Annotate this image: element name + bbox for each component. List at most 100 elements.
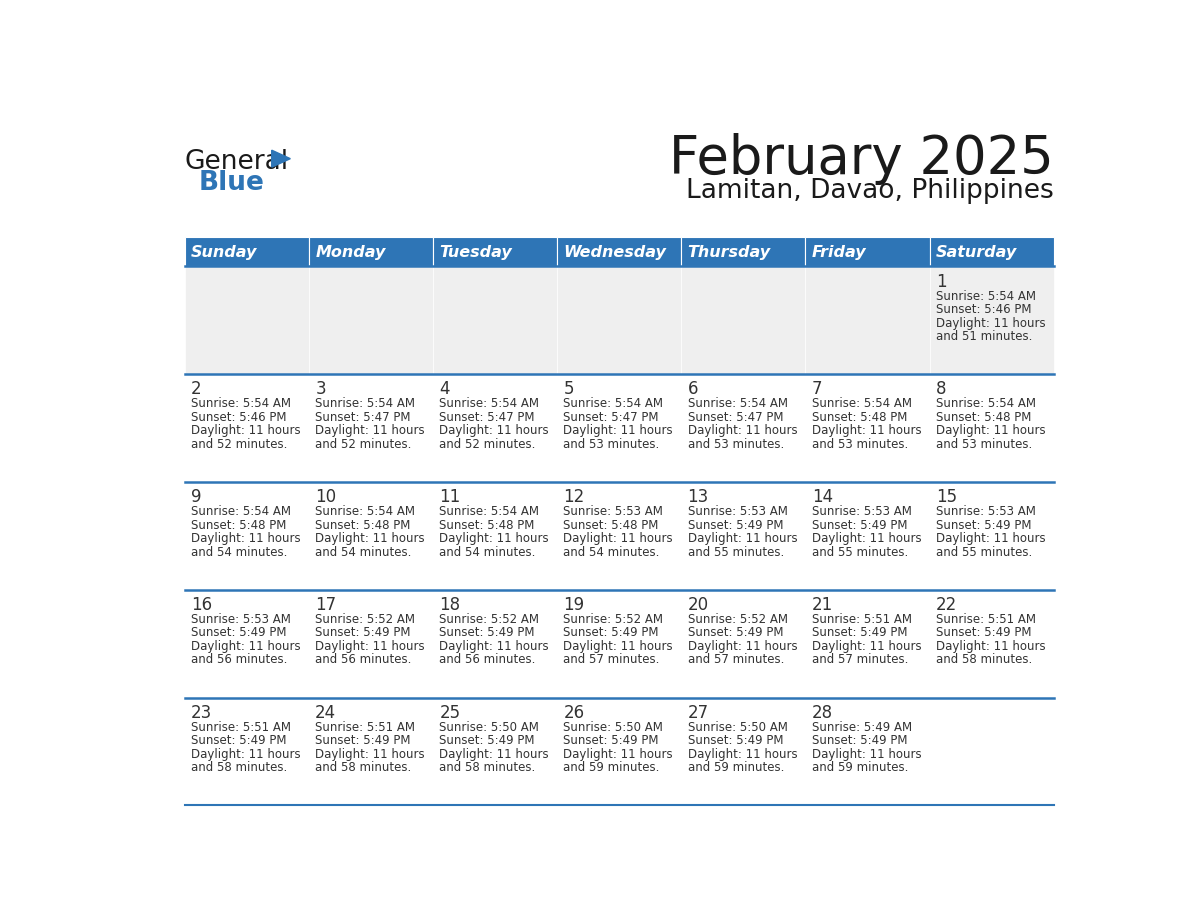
Text: Sunset: 5:49 PM: Sunset: 5:49 PM: [315, 626, 411, 640]
Bar: [682, 266, 805, 375]
Text: and 54 minutes.: and 54 minutes.: [440, 545, 536, 558]
Text: Sunrise: 5:50 AM: Sunrise: 5:50 AM: [563, 721, 663, 733]
Text: Sunset: 5:46 PM: Sunset: 5:46 PM: [191, 411, 286, 424]
Text: and 57 minutes.: and 57 minutes.: [688, 654, 784, 666]
Text: Daylight: 11 hours: Daylight: 11 hours: [936, 640, 1045, 653]
Bar: [929, 266, 1054, 375]
Bar: [434, 482, 557, 590]
Text: 24: 24: [315, 704, 336, 722]
Text: Sunrise: 5:54 AM: Sunrise: 5:54 AM: [440, 505, 539, 518]
Bar: [805, 375, 929, 482]
Text: Sunset: 5:49 PM: Sunset: 5:49 PM: [315, 734, 411, 747]
Text: and 53 minutes.: and 53 minutes.: [936, 438, 1032, 451]
Text: Thursday: Thursday: [688, 245, 771, 260]
Text: Daylight: 11 hours: Daylight: 11 hours: [440, 424, 549, 437]
Text: Daylight: 11 hours: Daylight: 11 hours: [315, 640, 425, 653]
Text: Sunrise: 5:50 AM: Sunrise: 5:50 AM: [440, 721, 539, 733]
Bar: [805, 266, 929, 375]
Bar: [434, 266, 557, 375]
Text: Daylight: 11 hours: Daylight: 11 hours: [315, 424, 425, 437]
Text: 15: 15: [936, 488, 956, 506]
Bar: [929, 698, 1054, 805]
Text: Daylight: 11 hours: Daylight: 11 hours: [440, 532, 549, 545]
Text: Sunset: 5:49 PM: Sunset: 5:49 PM: [563, 626, 659, 640]
Text: Sunset: 5:48 PM: Sunset: 5:48 PM: [563, 519, 659, 532]
Bar: [309, 237, 434, 266]
Bar: [434, 698, 557, 805]
Text: Daylight: 11 hours: Daylight: 11 hours: [315, 748, 425, 761]
Bar: [185, 375, 309, 482]
Bar: [557, 590, 682, 698]
Text: Daylight: 11 hours: Daylight: 11 hours: [688, 424, 797, 437]
Text: Sunset: 5:48 PM: Sunset: 5:48 PM: [440, 519, 535, 532]
Text: Daylight: 11 hours: Daylight: 11 hours: [191, 640, 301, 653]
Text: and 57 minutes.: and 57 minutes.: [811, 654, 908, 666]
Bar: [682, 237, 805, 266]
Text: and 58 minutes.: and 58 minutes.: [936, 654, 1032, 666]
Text: 17: 17: [315, 596, 336, 614]
Bar: [805, 237, 929, 266]
Text: 11: 11: [440, 488, 461, 506]
Text: and 58 minutes.: and 58 minutes.: [315, 761, 411, 774]
Text: Sunset: 5:49 PM: Sunset: 5:49 PM: [811, 626, 908, 640]
Text: Sunrise: 5:54 AM: Sunrise: 5:54 AM: [315, 505, 416, 518]
Text: Sunrise: 5:53 AM: Sunrise: 5:53 AM: [563, 505, 663, 518]
Bar: [309, 266, 434, 375]
Text: Sunset: 5:49 PM: Sunset: 5:49 PM: [688, 519, 783, 532]
Text: Sunset: 5:49 PM: Sunset: 5:49 PM: [936, 519, 1031, 532]
Bar: [557, 482, 682, 590]
Text: and 56 minutes.: and 56 minutes.: [191, 654, 287, 666]
Text: Daylight: 11 hours: Daylight: 11 hours: [440, 640, 549, 653]
Text: Daylight: 11 hours: Daylight: 11 hours: [936, 532, 1045, 545]
Text: Daylight: 11 hours: Daylight: 11 hours: [563, 532, 674, 545]
Bar: [805, 698, 929, 805]
Text: Sunset: 5:47 PM: Sunset: 5:47 PM: [440, 411, 535, 424]
Text: and 56 minutes.: and 56 minutes.: [315, 654, 411, 666]
Text: Sunset: 5:48 PM: Sunset: 5:48 PM: [811, 411, 908, 424]
Text: 8: 8: [936, 380, 947, 398]
Bar: [434, 590, 557, 698]
Text: Friday: Friday: [811, 245, 866, 260]
Text: 28: 28: [811, 704, 833, 722]
Bar: [185, 237, 309, 266]
Text: Sunrise: 5:53 AM: Sunrise: 5:53 AM: [191, 613, 291, 626]
Text: Sunrise: 5:54 AM: Sunrise: 5:54 AM: [688, 397, 788, 410]
Polygon shape: [272, 151, 290, 167]
Text: Sunset: 5:49 PM: Sunset: 5:49 PM: [440, 626, 535, 640]
Text: Sunday: Sunday: [191, 245, 258, 260]
Text: 23: 23: [191, 704, 213, 722]
Text: Sunrise: 5:54 AM: Sunrise: 5:54 AM: [191, 397, 291, 410]
Text: and 59 minutes.: and 59 minutes.: [688, 761, 784, 774]
Text: Daylight: 11 hours: Daylight: 11 hours: [688, 532, 797, 545]
Text: Sunset: 5:46 PM: Sunset: 5:46 PM: [936, 303, 1031, 316]
Text: Sunset: 5:49 PM: Sunset: 5:49 PM: [440, 734, 535, 747]
Text: 1: 1: [936, 273, 947, 291]
Text: and 56 minutes.: and 56 minutes.: [440, 654, 536, 666]
Bar: [805, 590, 929, 698]
Text: 13: 13: [688, 488, 709, 506]
Text: Sunrise: 5:54 AM: Sunrise: 5:54 AM: [936, 289, 1036, 303]
Text: Sunrise: 5:52 AM: Sunrise: 5:52 AM: [563, 613, 663, 626]
Text: Sunrise: 5:54 AM: Sunrise: 5:54 AM: [936, 397, 1036, 410]
Text: and 59 minutes.: and 59 minutes.: [563, 761, 659, 774]
Text: Daylight: 11 hours: Daylight: 11 hours: [191, 748, 301, 761]
Bar: [929, 375, 1054, 482]
Text: Sunrise: 5:51 AM: Sunrise: 5:51 AM: [191, 721, 291, 733]
Text: and 54 minutes.: and 54 minutes.: [563, 545, 659, 558]
Text: and 54 minutes.: and 54 minutes.: [191, 545, 287, 558]
Text: and 59 minutes.: and 59 minutes.: [811, 761, 908, 774]
Text: Sunrise: 5:50 AM: Sunrise: 5:50 AM: [688, 721, 788, 733]
Text: Sunset: 5:48 PM: Sunset: 5:48 PM: [315, 519, 411, 532]
Text: 26: 26: [563, 704, 584, 722]
Text: Daylight: 11 hours: Daylight: 11 hours: [936, 424, 1045, 437]
Text: 9: 9: [191, 488, 202, 506]
Bar: [682, 698, 805, 805]
Text: Daylight: 11 hours: Daylight: 11 hours: [563, 640, 674, 653]
Text: Sunset: 5:49 PM: Sunset: 5:49 PM: [688, 626, 783, 640]
Text: Sunset: 5:48 PM: Sunset: 5:48 PM: [191, 519, 286, 532]
Bar: [557, 698, 682, 805]
Bar: [185, 482, 309, 590]
Text: and 53 minutes.: and 53 minutes.: [688, 438, 784, 451]
Bar: [434, 375, 557, 482]
Text: Sunrise: 5:54 AM: Sunrise: 5:54 AM: [191, 505, 291, 518]
